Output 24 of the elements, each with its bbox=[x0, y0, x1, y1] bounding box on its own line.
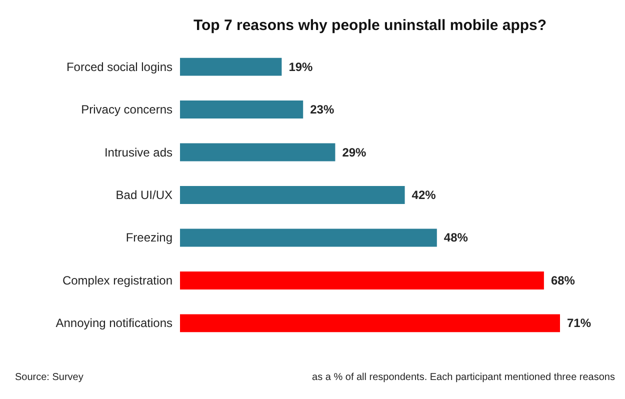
text: as a % of all respondents. Each participant mentioned three reasons bbox=[312, 372, 615, 383]
data-label: 48% bbox=[444, 230, 468, 245]
y-tick-label: Complex registration bbox=[62, 273, 172, 288]
bar bbox=[180, 228, 437, 247]
bar bbox=[180, 143, 336, 162]
bar bbox=[180, 186, 405, 204]
bar bbox=[180, 58, 282, 76]
source-note: Source: Survey bbox=[15, 372, 84, 383]
y-tick-label: Forced social logins bbox=[66, 60, 172, 74]
y-tick-label: Privacy concerns bbox=[81, 102, 172, 117]
y-tick-label: Annoying notifications bbox=[56, 316, 172, 330]
bar bbox=[180, 271, 544, 290]
y-tick-label: Freezing bbox=[126, 230, 172, 245]
bar bbox=[180, 314, 560, 332]
chart-title: Top 7 reasons why people uninstall mobile apps? bbox=[193, 17, 547, 34]
data-label: 42% bbox=[412, 188, 436, 202]
y-tick-label: Intrusive ads bbox=[104, 145, 172, 160]
data-label: 23% bbox=[310, 102, 334, 117]
data-label: 68% bbox=[550, 273, 576, 288]
data-label: 71% bbox=[567, 316, 592, 330]
data-label: 29% bbox=[342, 145, 367, 160]
bar bbox=[180, 100, 304, 119]
y-tick-label: Bad UI/UX bbox=[116, 188, 172, 202]
data-label: 19% bbox=[288, 60, 314, 74]
